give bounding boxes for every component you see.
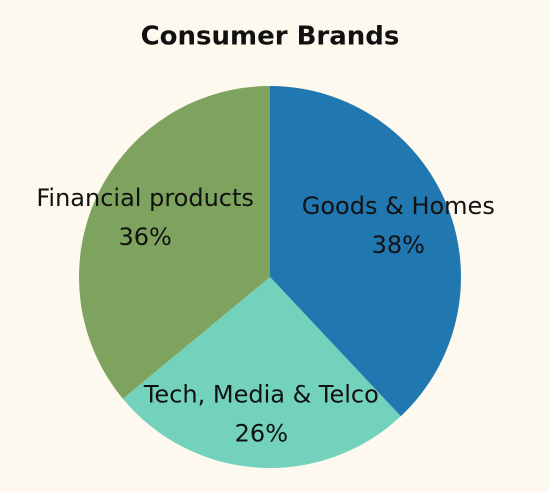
chart-title: Consumer Brands [141, 22, 400, 52]
slice-label: Goods & Homes [302, 192, 495, 220]
slice-value-label: 38% [372, 231, 425, 259]
pie-slice [79, 86, 271, 399]
slice-label: Tech, Media & Telco [143, 381, 379, 409]
slice-label: Financial products [36, 184, 254, 212]
slice-value-label: 36% [118, 223, 171, 251]
pie-slice [122, 277, 401, 469]
pie-slice [270, 86, 461, 417]
slice-value-label: 26% [235, 420, 288, 448]
